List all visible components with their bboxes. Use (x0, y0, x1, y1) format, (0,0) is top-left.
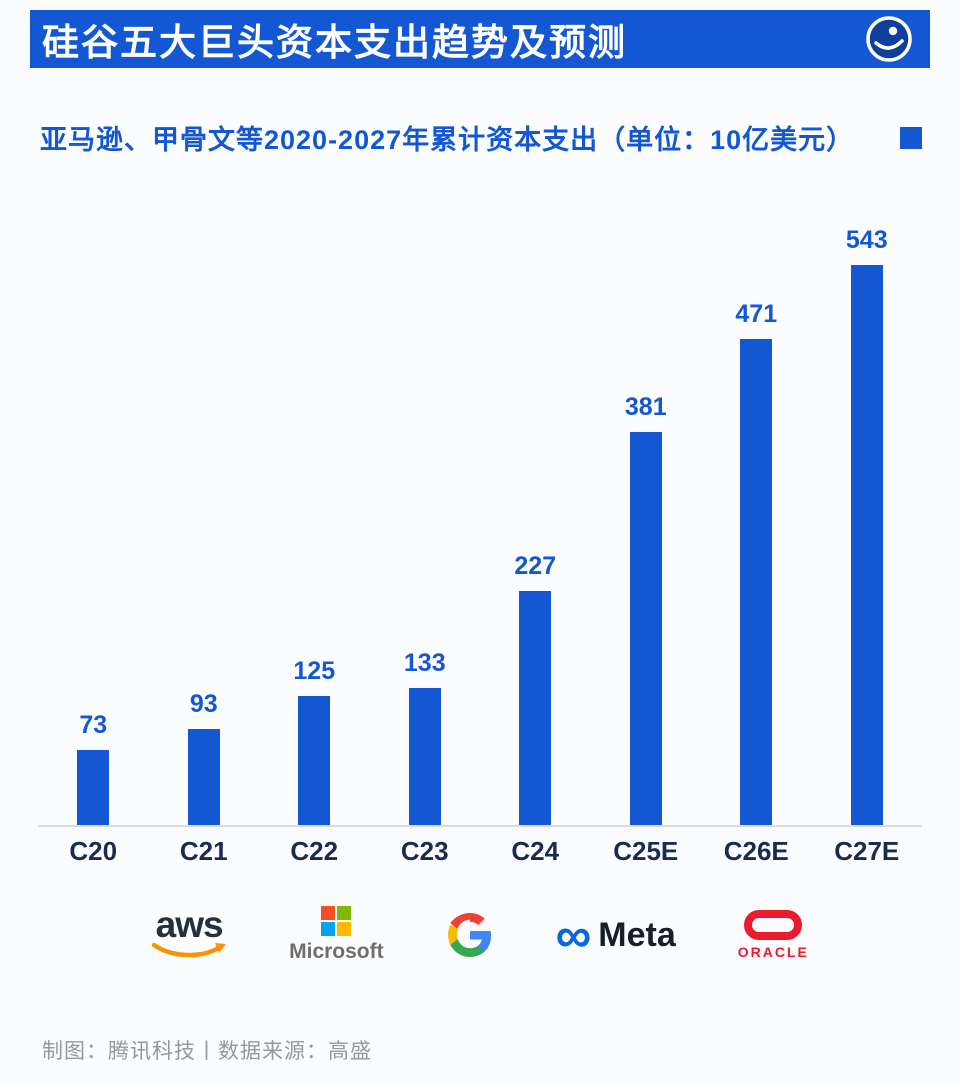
microsoft-logo: Microsoft (289, 906, 384, 964)
page-title: 硅谷五大巨头资本支出趋势及预测 (42, 22, 627, 63)
bar-value-label: 73 (79, 711, 108, 739)
bar (298, 696, 331, 825)
bar-value-label: 227 (514, 552, 557, 580)
bar-value-label: 125 (293, 657, 336, 685)
bar-column: 471 (701, 300, 812, 825)
bar-value-label: 93 (189, 690, 218, 718)
meta-infinity-icon: ∞ (555, 906, 592, 963)
oracle-ring-icon (744, 910, 803, 940)
bar (187, 729, 220, 825)
aws-wordmark: aws (155, 903, 224, 945)
chart-title: 亚马逊、甲骨文等2020-2027年累计资本支出（单位：10亿美元） (40, 125, 855, 155)
chart-subtitle-row: 亚马逊、甲骨文等2020-2027年累计资本支出（单位：10亿美元） (30, 118, 930, 157)
x-axis-label: C27E (834, 836, 900, 866)
oracle-wordmark: ORACLE (737, 944, 809, 960)
aws-logo: aws (151, 903, 227, 962)
bar (629, 432, 662, 825)
aws-smile-arrow-icon (151, 942, 227, 958)
x-axis-label: C23 (400, 836, 449, 866)
footer-credit: 制图：腾讯科技丨数据来源：高盛 (30, 1035, 930, 1065)
credit-text: 制图：腾讯科技丨数据来源：高盛 (42, 1040, 372, 1063)
bar-value-label: 471 (735, 300, 778, 328)
x-axis-label: C25E (613, 836, 679, 866)
header-banner: 硅谷五大巨头资本支出趋势及预测 (30, 10, 930, 68)
microsoft-square-yellow (337, 922, 352, 936)
bar-value-label: 133 (403, 649, 446, 677)
bar-value-label: 543 (845, 226, 888, 254)
bar-column: 93 (149, 690, 260, 825)
x-axis-label: C22 (290, 836, 339, 866)
google-logo (446, 911, 494, 959)
bar-value-label: 381 (624, 393, 667, 421)
plot-area: 73 93 125 133 227 381 471 543 (38, 157, 922, 825)
bar (408, 688, 441, 825)
microsoft-square-blue (321, 922, 336, 936)
x-axis-label: C20 (69, 836, 118, 866)
bar-column: 73 (38, 711, 149, 825)
oracle-logo: ORACLE (738, 910, 809, 960)
bar-chart: 73 93 125 133 227 381 471 543 C20 C21 C22 C23 C24 C2… (30, 157, 930, 867)
bar (740, 339, 773, 825)
bar-column: 133 (370, 649, 481, 825)
bar-column: 381 (591, 393, 702, 825)
bar-column: 227 (480, 552, 591, 825)
x-axis-label: C24 (511, 836, 560, 866)
x-axis-label: C21 (179, 836, 228, 866)
bar-column: 543 (812, 226, 923, 825)
microsoft-square-red (321, 906, 336, 920)
google-g-icon (447, 913, 491, 957)
company-logos-row: aws Microsoft ∞ M (30, 897, 930, 973)
meta-logo: ∞ Meta (555, 906, 676, 963)
meta-wordmark: Meta (598, 915, 676, 954)
tencent-tech-logo-icon (864, 14, 914, 64)
bar-column: 125 (259, 657, 370, 825)
microsoft-square-green (337, 906, 352, 920)
microsoft-squares-icon (321, 906, 352, 936)
microsoft-wordmark: Microsoft (289, 940, 384, 963)
x-axis-label: C26E (723, 836, 789, 866)
bar (850, 265, 883, 825)
bar (77, 750, 110, 825)
bar (519, 591, 552, 825)
legend-swatch (900, 126, 922, 149)
x-axis-labels: C20 C21 C22 C23 C24 C25E C26E C27E (38, 827, 922, 867)
x-axis-line (38, 825, 922, 827)
